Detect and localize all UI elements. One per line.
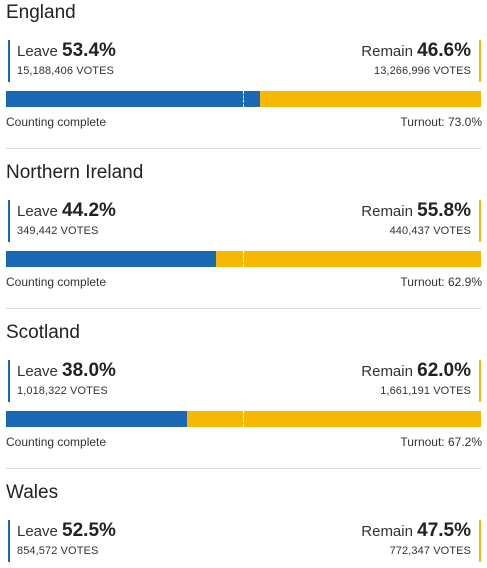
divider: [6, 468, 481, 469]
leave-result: Leave 53.4% 15,188,406 VOTES: [8, 40, 116, 82]
leave-bar-fill: [6, 251, 216, 267]
remain-votes: 1,661,191 VOTES: [380, 385, 471, 397]
counting-status: Counting complete: [6, 275, 107, 289]
region-title: Wales: [6, 482, 59, 503]
remain-percentage: 55.8%: [417, 200, 471, 221]
region-title: Northern Ireland: [6, 162, 144, 183]
remain-result: Remain 55.8% 440,437 VOTES: [361, 200, 481, 242]
remain-votes: 13,266,996 VOTES: [374, 65, 471, 77]
remain-label: Remain: [361, 363, 413, 380]
majority-line: [243, 251, 244, 267]
leave-bar-fill: [6, 91, 260, 107]
remain-result: Remain 62.0% 1,661,191 VOTES: [361, 360, 481, 402]
remain-percentage: 47.5%: [417, 520, 471, 541]
turnout: Turnout: 67.2%: [400, 435, 482, 449]
region-title: England: [6, 2, 76, 23]
remain-result: Remain 46.6% 13,266,996 VOTES: [361, 40, 481, 82]
divider: [6, 308, 481, 309]
turnout: Turnout: 73.0%: [400, 115, 482, 129]
leave-result: Leave 52.5% 854,572 VOTES: [8, 520, 116, 562]
region-england: England Leave 53.4% 15,188,406 VOTES Rem…: [0, 2, 487, 162]
remain-result: Remain 47.5% 772,347 VOTES: [361, 520, 481, 562]
remain-percentage: 62.0%: [417, 360, 471, 381]
leave-percentage: 38.0%: [62, 360, 116, 381]
leave-votes: 1,018,322 VOTES: [17, 385, 108, 397]
majority-line: [243, 91, 244, 107]
region-northern-ireland: Northern Ireland Leave 44.2% 349,442 VOT…: [0, 162, 487, 322]
leave-label: Leave: [17, 203, 58, 220]
leave-votes: 349,442 VOTES: [17, 225, 99, 237]
remain-label: Remain: [361, 203, 413, 220]
remain-label: Remain: [361, 43, 413, 60]
divider: [6, 148, 481, 149]
leave-votes: 854,572 VOTES: [17, 545, 99, 557]
counting-status: Counting complete: [6, 435, 107, 449]
result-bar: [6, 411, 481, 427]
region-scotland: Scotland Leave 38.0% 1,018,322 VOTES Rem…: [0, 322, 487, 482]
remain-votes: 440,437 VOTES: [389, 225, 471, 237]
leave-percentage: 53.4%: [62, 40, 116, 61]
leave-result: Leave 38.0% 1,018,322 VOTES: [8, 360, 116, 402]
leave-label: Leave: [17, 43, 58, 60]
result-bar: [6, 251, 481, 267]
region-wales: Wales Leave 52.5% 854,572 VOTES Remain 4…: [0, 482, 487, 568]
region-title: Scotland: [6, 322, 80, 343]
leave-label: Leave: [17, 363, 58, 380]
counting-status: Counting complete: [6, 115, 107, 129]
remain-label: Remain: [361, 523, 413, 540]
leave-label: Leave: [17, 523, 58, 540]
leave-percentage: 44.2%: [62, 200, 116, 221]
leave-percentage: 52.5%: [62, 520, 116, 541]
leave-result: Leave 44.2% 349,442 VOTES: [8, 200, 116, 242]
turnout: Turnout: 62.9%: [400, 275, 482, 289]
leave-bar-fill: [6, 411, 187, 427]
remain-votes: 772,347 VOTES: [389, 545, 471, 557]
leave-votes: 15,188,406 VOTES: [17, 65, 114, 77]
result-bar: [6, 91, 481, 107]
remain-percentage: 46.6%: [417, 40, 471, 61]
majority-line: [243, 411, 244, 427]
